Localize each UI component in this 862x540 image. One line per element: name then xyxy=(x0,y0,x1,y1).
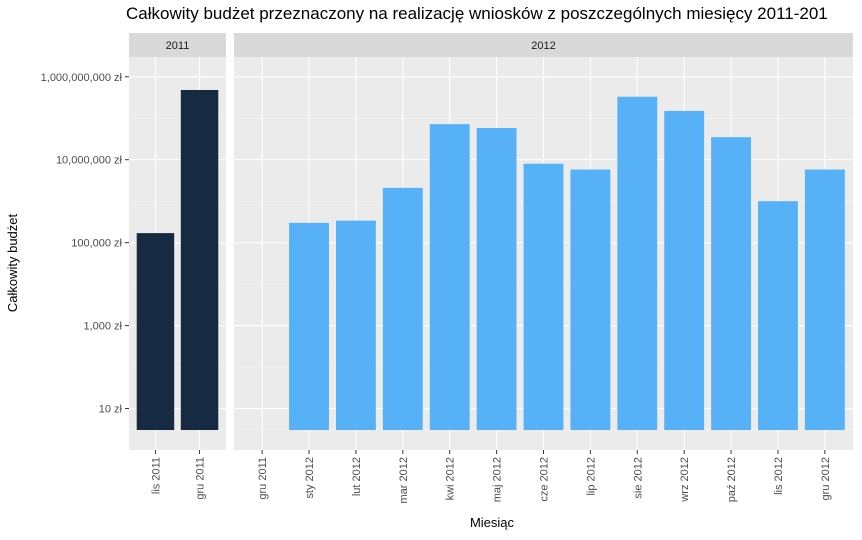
bar-kwi-2012 xyxy=(429,124,470,431)
y-tick-label: 1,000 zł xyxy=(83,321,122,333)
bar-lis-2012 xyxy=(758,201,798,430)
x-tick-label: lip 2012 xyxy=(585,457,597,496)
facet-strip xyxy=(234,33,853,57)
bar-lut-2012 xyxy=(335,220,376,430)
facet-panel-2012: 2012 gru 2011 sty 2012 lut 2012 mar 2012 kwi … xyxy=(234,33,853,503)
y-tick-label: 10,000,000 zł xyxy=(56,155,123,167)
bar-sty-2012 xyxy=(289,222,329,430)
x-tick-label: lis 2012 xyxy=(773,457,785,495)
bar-cze-2012 xyxy=(523,163,564,431)
facet-strip-label: 2012 xyxy=(531,40,555,52)
x-tick-label: gru 2011 xyxy=(195,457,207,500)
x-tick-label: lis 2011 xyxy=(150,457,162,494)
x-tick-label: mar 2012 xyxy=(398,457,410,503)
facet-panel-2011: 2011 lis 2011 gru 2011 xyxy=(129,33,226,500)
x-tick-label: cze 2012 xyxy=(539,457,551,502)
y-tick-label: 1,000,000,000 zł xyxy=(41,72,123,84)
bar-lis-2011 xyxy=(136,233,175,430)
bar-lip-2012 xyxy=(570,169,611,430)
bar-wrz-2012 xyxy=(664,110,705,431)
facet-strip xyxy=(129,33,226,57)
y-tick-label: 10 zł xyxy=(99,404,123,416)
y-axis-title: Całkowity budżet xyxy=(5,213,20,312)
x-tick-label: wrz 2012 xyxy=(679,457,691,503)
x-tick-label: sty 2012 xyxy=(304,457,316,499)
bar-maj-2012 xyxy=(476,128,517,430)
x-tick-label: lut 2012 xyxy=(351,457,363,496)
x-axis-title: Miesiąc xyxy=(470,515,515,530)
chart-title: Całkowity budżet przeznaczony na realiza… xyxy=(126,4,828,23)
x-tick-label: paź 2012 xyxy=(726,457,738,502)
x-tick-label: gru 2011 xyxy=(257,457,269,500)
y-tick-label: 100,000 zł xyxy=(71,238,122,250)
x-tick-label: kwi 2012 xyxy=(445,457,457,500)
bar-paź-2012 xyxy=(711,137,752,431)
x-tick-label: gru 2012 xyxy=(820,457,832,500)
bar-gru-2011 xyxy=(180,90,219,430)
x-tick-label: sie 2012 xyxy=(632,457,644,499)
x-tick-label: maj 2012 xyxy=(492,457,504,502)
y-axis: 10 zł 1,000 zł 100,000 zł 10,000,000 zł 1,00… xyxy=(41,72,129,416)
facet-panels: 2011 lis 2011 gru 2011 2012 gru 2011 sty 2012… xyxy=(129,33,853,503)
bar-mar-2012 xyxy=(382,187,423,430)
bar-sie-2012 xyxy=(617,96,658,431)
bar-gru-2012 xyxy=(804,169,845,430)
facet-strip-label: 2011 xyxy=(166,40,190,52)
